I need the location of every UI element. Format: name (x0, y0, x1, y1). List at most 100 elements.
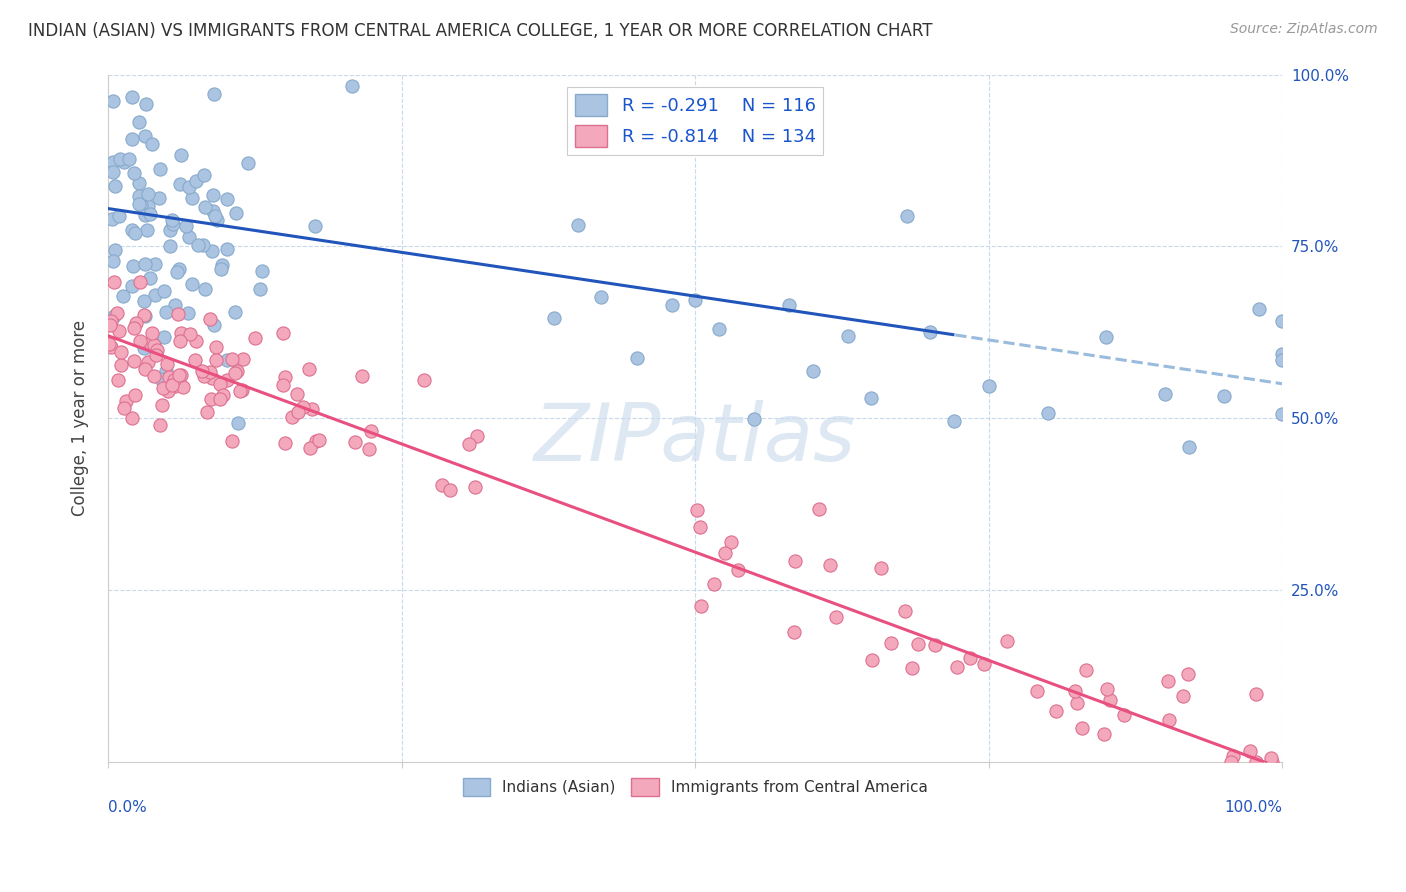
Point (205, 213, 228, 227)
Point (110, 359, 132, 373)
Point (152, 381, 174, 395)
Point (167, 262, 190, 277)
Point (439, 483, 461, 497)
Point (465, 429, 488, 443)
Point (997, 634, 1019, 648)
Point (107, 324, 129, 338)
Point (245, 331, 267, 345)
Text: ZIPatlas: ZIPatlas (534, 400, 856, 478)
Point (170, 326, 193, 341)
Point (901, 661, 924, 675)
Point (122, 259, 145, 273)
Point (229, 384, 252, 399)
Point (202, 87, 225, 101)
Point (167, 307, 190, 321)
Point (287, 405, 309, 419)
Point (907, 637, 929, 651)
Point (193, 238, 215, 252)
Point (225, 364, 247, 378)
Point (134, 361, 156, 376)
Point (217, 373, 239, 387)
Point (1271, 407, 1294, 421)
Y-axis label: College, 1 year or more: College, 1 year or more (72, 320, 89, 516)
Point (186, 334, 208, 348)
Point (166, 265, 188, 279)
Point (742, 412, 765, 426)
Point (170, 368, 193, 383)
Point (181, 277, 204, 291)
Point (959, 651, 981, 665)
Point (591, 290, 613, 304)
Point (170, 147, 193, 161)
Point (194, 200, 217, 214)
Point (202, 204, 225, 219)
Point (1092, 727, 1115, 741)
Point (946, 660, 969, 674)
Point (1095, 682, 1118, 697)
Point (136, 199, 159, 213)
Point (197, 405, 219, 419)
Point (103, 275, 125, 289)
Point (139, 207, 162, 221)
Point (142, 337, 165, 351)
Point (134, 208, 156, 222)
Point (179, 230, 201, 244)
Point (343, 434, 366, 449)
Point (194, 282, 217, 296)
Point (97, 336, 120, 351)
Point (226, 416, 249, 430)
Point (136, 186, 159, 201)
Point (217, 242, 239, 256)
Point (177, 306, 200, 320)
Point (1271, 347, 1294, 361)
Point (108, 152, 131, 166)
Point (121, 411, 143, 425)
Point (100, 314, 122, 328)
Point (920, 325, 942, 339)
Point (129, 198, 152, 212)
Text: INDIAN (ASIAN) VS IMMIGRANTS FROM CENTRAL AMERICA COLLEGE, 1 YEAR OR MORE CORREL: INDIAN (ASIAN) VS IMMIGRANTS FROM CENTRA… (28, 22, 932, 40)
Point (308, 433, 330, 447)
Point (200, 244, 222, 259)
Point (172, 380, 194, 394)
Point (150, 398, 173, 412)
Point (458, 437, 481, 451)
Point (224, 304, 246, 318)
Point (118, 152, 141, 166)
Point (128, 115, 150, 129)
Point (167, 368, 190, 382)
Point (143, 288, 166, 302)
Point (661, 297, 683, 311)
Point (291, 401, 314, 415)
Point (860, 391, 883, 405)
Point (340, 78, 363, 93)
Point (1177, 667, 1199, 681)
Point (169, 334, 191, 349)
Point (184, 174, 207, 188)
Point (1244, 687, 1267, 701)
Point (1157, 714, 1180, 728)
Point (159, 238, 181, 252)
Point (350, 368, 373, 383)
Point (121, 278, 143, 293)
Point (163, 379, 186, 393)
Point (162, 218, 184, 232)
Point (807, 501, 830, 516)
Point (686, 502, 709, 516)
Point (209, 377, 232, 392)
Point (169, 178, 191, 192)
Point (212, 388, 235, 402)
Point (187, 237, 209, 252)
Point (1025, 683, 1047, 698)
Point (101, 212, 124, 227)
Point (200, 392, 222, 406)
Point (1157, 673, 1180, 688)
Text: 100.0%: 100.0% (1225, 799, 1282, 814)
Point (198, 365, 221, 379)
Point (122, 321, 145, 335)
Point (124, 227, 146, 241)
Point (149, 161, 172, 176)
Point (238, 155, 260, 169)
Point (1222, 749, 1244, 764)
Point (713, 546, 735, 560)
